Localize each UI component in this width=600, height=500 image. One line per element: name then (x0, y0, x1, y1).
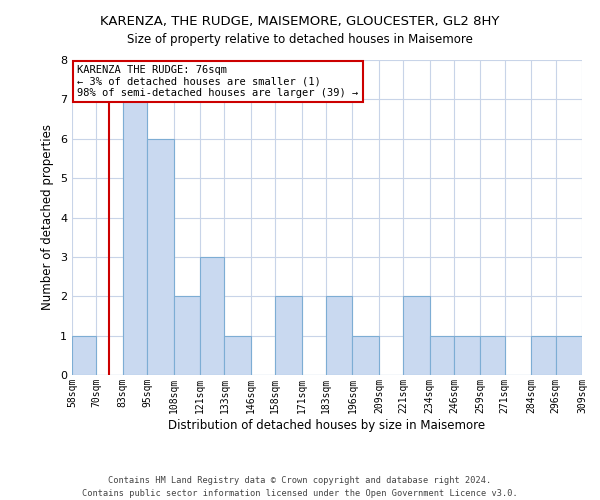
Bar (326, 296, 352, 375)
Bar (275, 296, 302, 375)
Bar (454, 336, 481, 375)
Bar (403, 296, 430, 375)
Text: Size of property relative to detached houses in Maisemore: Size of property relative to detached ho… (127, 32, 473, 46)
Text: KARENZA, THE RUDGE, MAISEMORE, GLOUCESTER, GL2 8HY: KARENZA, THE RUDGE, MAISEMORE, GLOUCESTE… (100, 15, 500, 28)
X-axis label: Distribution of detached houses by size in Maisemore: Distribution of detached houses by size … (169, 418, 485, 432)
Bar (224, 336, 251, 375)
Bar (173, 296, 200, 375)
Bar (72, 336, 97, 375)
Bar (531, 336, 556, 375)
Bar (481, 336, 505, 375)
Bar (123, 100, 147, 375)
Y-axis label: Number of detached properties: Number of detached properties (41, 124, 55, 310)
Bar (556, 336, 582, 375)
Text: KARENZA THE RUDGE: 76sqm
← 3% of detached houses are smaller (1)
98% of semi-det: KARENZA THE RUDGE: 76sqm ← 3% of detache… (77, 64, 358, 98)
Bar (147, 138, 173, 375)
Bar (352, 336, 379, 375)
Bar (430, 336, 454, 375)
Bar (200, 257, 224, 375)
Text: Contains HM Land Registry data © Crown copyright and database right 2024.
Contai: Contains HM Land Registry data © Crown c… (82, 476, 518, 498)
